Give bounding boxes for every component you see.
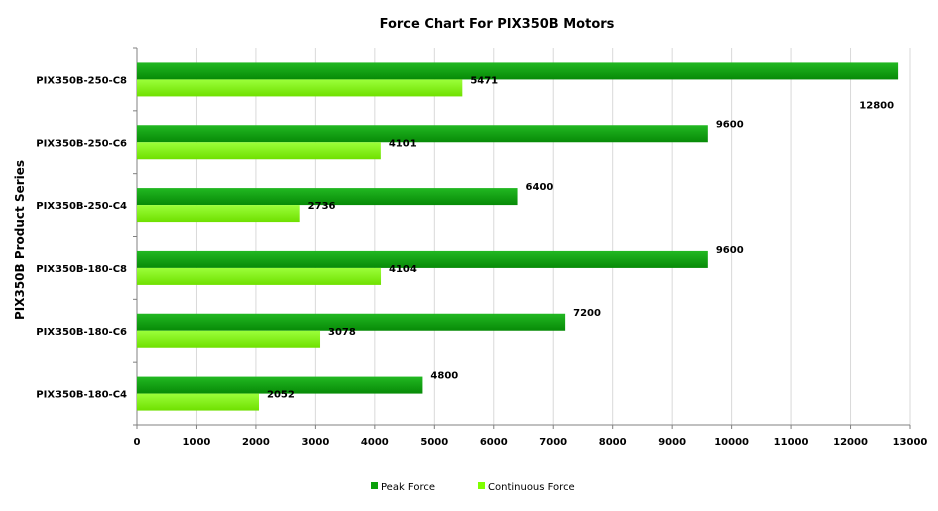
- continuous-bar-3: [137, 267, 382, 285]
- category-label-5: PIX350B-180-C4: [36, 390, 127, 401]
- x-tick-label-0: 0: [134, 437, 141, 448]
- x-tick-label-6: 6000: [480, 437, 508, 448]
- axes: [133, 47, 911, 429]
- legend-swatch-1: [478, 482, 485, 489]
- peak-bar-3: [137, 250, 708, 268]
- peak-bar-4: [137, 313, 566, 331]
- bars: [137, 62, 899, 411]
- peak-value-label-2: 6400: [526, 182, 554, 193]
- continuous-value-label-2: 2736: [308, 201, 336, 212]
- peak-bar-0: [137, 62, 899, 80]
- continuous-bar-0: [137, 79, 463, 97]
- peak-bar-1: [137, 125, 708, 143]
- peak-value-label-3: 9600: [716, 245, 744, 256]
- peak-bar-2: [137, 188, 518, 206]
- continuous-value-label-0: 5471: [470, 75, 498, 86]
- continuous-bar-5: [137, 393, 260, 411]
- data-labels: 12800 5471 9600 4101 6400 2736 9600 4104 7200 307…: [267, 75, 894, 400]
- continuous-bar-4: [137, 330, 321, 348]
- continuous-value-label-3: 4104: [389, 264, 417, 275]
- peak-value-label-0: 12800: [859, 100, 894, 111]
- category-label-4: PIX350B-180-C6: [36, 327, 127, 338]
- continuous-value-label-4: 3078: [328, 327, 356, 338]
- gridlines: [195, 48, 911, 425]
- category-label-2: PIX350B-250-C4: [36, 201, 127, 212]
- continuous-bar-2: [137, 205, 300, 223]
- category-label-3: PIX350B-180-C8: [36, 264, 127, 275]
- category-label-0: PIX350B-250-C8: [36, 75, 127, 86]
- x-tick-label-4: 4000: [361, 437, 389, 448]
- x-tick-label-5: 5000: [420, 437, 448, 448]
- x-tick-label-1: 1000: [183, 437, 211, 448]
- chart-title: Force Chart For PIX350B Motors: [380, 17, 615, 32]
- x-tick-label-9: 9000: [658, 437, 686, 448]
- legend-label-0: Peak Force: [381, 482, 435, 493]
- x-tick-label-2: 2000: [242, 437, 270, 448]
- x-tick-label-11: 11000: [774, 437, 809, 448]
- legend-swatch-0: [371, 482, 378, 489]
- x-tick-label-7: 7000: [539, 437, 567, 448]
- x-tick-label-3: 3000: [301, 437, 329, 448]
- x-tick-label-8: 8000: [599, 437, 627, 448]
- continuous-bar-1: [137, 142, 381, 160]
- y-axis-label: PIX350B Product Series: [13, 160, 27, 320]
- x-tick-label-13: 13000: [893, 437, 928, 448]
- peak-value-label-1: 9600: [716, 119, 744, 130]
- peak-bar-5: [137, 376, 423, 394]
- x-tick-label-12: 12000: [833, 437, 868, 448]
- x-tick-labels: 0 1000 2000 3000 4000 5000 6000 7000 8000 9000 100…: [134, 437, 928, 448]
- category-labels: PIX350B-250-C8 PIX350B-250-C6 PIX350B-250-…: [36, 75, 127, 400]
- continuous-value-label-1: 4101: [389, 138, 417, 149]
- x-tick-label-10: 10000: [714, 437, 749, 448]
- legend: Peak Force Continuous Force: [371, 482, 575, 493]
- category-label-1: PIX350B-250-C6: [36, 138, 127, 149]
- peak-value-label-5: 4800: [430, 371, 458, 382]
- legend-label-1: Continuous Force: [488, 482, 575, 493]
- continuous-value-label-5: 2052: [267, 390, 295, 401]
- peak-value-label-4: 7200: [573, 308, 601, 319]
